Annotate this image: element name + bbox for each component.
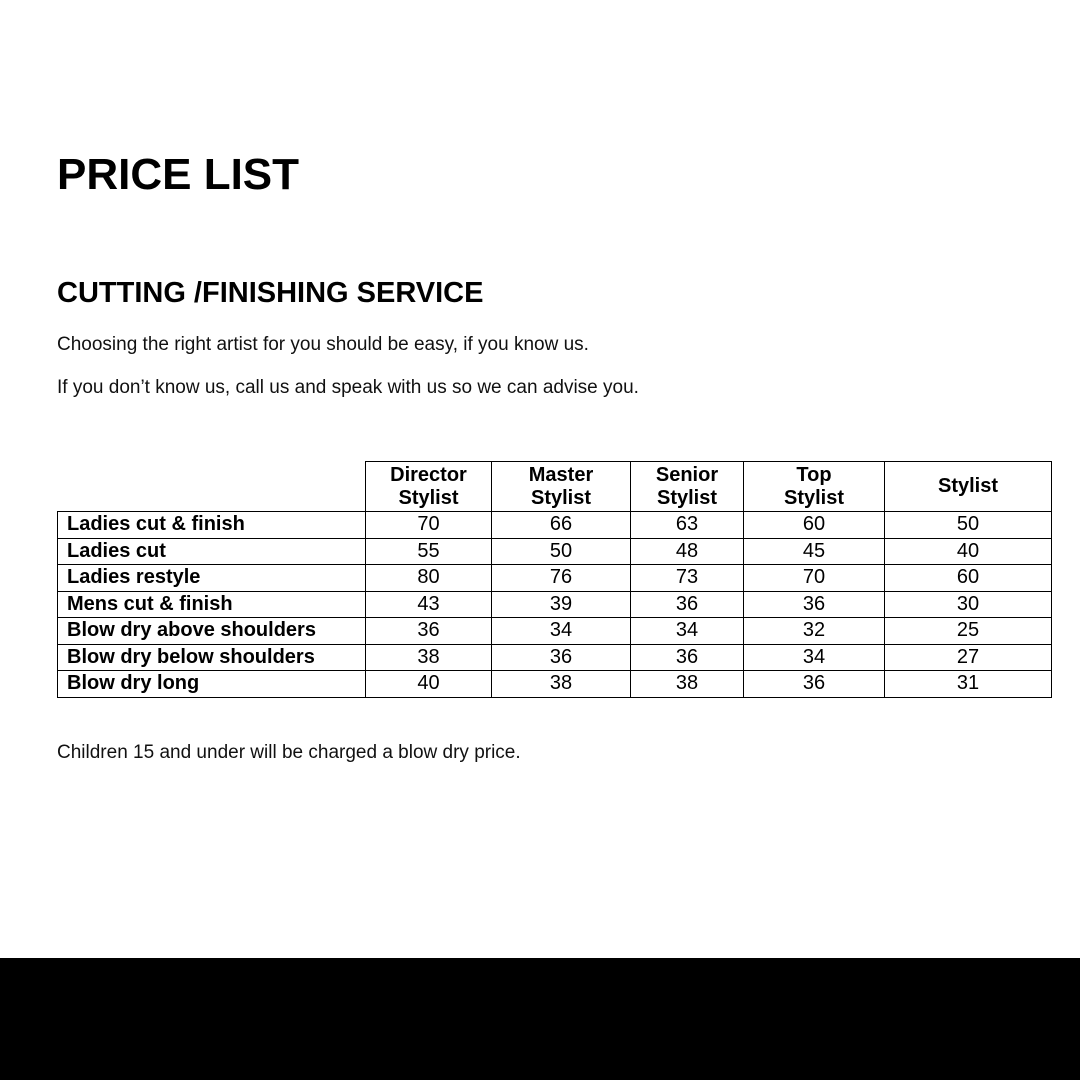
header-stylist: Stylist [884, 461, 1052, 512]
header-master-stylist: Master Stylist [491, 461, 631, 512]
intro-line-1: Choosing the right artist for you should… [57, 334, 589, 355]
service-name: Ladies restyle [57, 564, 366, 592]
price-cell: 70 [743, 564, 885, 592]
price-cell: 27 [884, 643, 1052, 671]
price-cell: 36 [630, 643, 744, 671]
intro-line-2: If you don’t know us, call us and speak … [57, 377, 639, 398]
header-senior-stylist: Senior Stylist [630, 461, 744, 512]
price-cell: 39 [491, 590, 631, 618]
price-cell: 66 [491, 511, 631, 539]
page-title: PRICE LIST [57, 150, 300, 199]
price-table: Director Stylist Master Stylist Senior Styl… [57, 461, 1052, 698]
table-row: Ladies cut 55 50 48 45 40 [57, 537, 1052, 565]
table-row: Mens cut & finish 43 39 36 36 30 [57, 590, 1052, 618]
footnote: Children 15 and under will be charged a … [57, 742, 521, 763]
price-cell: 60 [743, 511, 885, 539]
price-cell: 63 [630, 511, 744, 539]
service-name: Blow dry below shoulders [57, 643, 366, 671]
price-cell: 34 [630, 617, 744, 645]
bottom-black-bar [0, 958, 1080, 1080]
price-cell: 31 [884, 670, 1052, 698]
header-top-stylist: Top Stylist [743, 461, 885, 512]
price-cell: 25 [884, 617, 1052, 645]
header-row: Director Stylist Master Stylist Senior Styl… [58, 461, 1052, 512]
price-cell: 36 [365, 617, 492, 645]
price-cell: 38 [630, 670, 744, 698]
table-row: Blow dry above shoulders 36 34 34 32 25 [57, 617, 1052, 645]
header-director-stylist: Director Stylist [365, 461, 492, 512]
price-cell: 30 [884, 590, 1052, 618]
price-cell: 43 [365, 590, 492, 618]
price-cell: 60 [884, 564, 1052, 592]
price-cell: 73 [630, 564, 744, 592]
table-row: Ladies restyle 80 76 73 70 60 [57, 564, 1052, 592]
price-cell: 80 [365, 564, 492, 592]
price-cell: 70 [365, 511, 492, 539]
service-name: Blow dry above shoulders [57, 617, 366, 645]
price-cell: 45 [743, 537, 885, 565]
section-title: CUTTING /FINISHING SERVICE [57, 277, 484, 309]
service-name: Ladies cut [57, 537, 366, 565]
price-cell: 36 [491, 643, 631, 671]
price-cell: 50 [491, 537, 631, 565]
price-cell: 38 [491, 670, 631, 698]
price-cell: 36 [630, 590, 744, 618]
price-cell: 32 [743, 617, 885, 645]
price-cell: 40 [884, 537, 1052, 565]
price-cell: 76 [491, 564, 631, 592]
price-cell: 50 [884, 511, 1052, 539]
table-row: Blow dry below shoulders 38 36 36 34 27 [57, 643, 1052, 671]
price-cell: 48 [630, 537, 744, 565]
table-row: Ladies cut & finish 70 66 63 60 50 [57, 511, 1052, 539]
price-cell: 34 [491, 617, 631, 645]
price-cell: 40 [365, 670, 492, 698]
service-name: Blow dry long [57, 670, 366, 698]
price-cell: 55 [365, 537, 492, 565]
price-cell: 38 [365, 643, 492, 671]
header-blank [58, 462, 366, 512]
price-cell: 34 [743, 643, 885, 671]
price-cell: 36 [743, 590, 885, 618]
service-name: Ladies cut & finish [57, 511, 366, 539]
price-cell: 36 [743, 670, 885, 698]
table-row: Blow dry long 40 38 38 36 31 [57, 670, 1052, 698]
service-name: Mens cut & finish [57, 590, 366, 618]
